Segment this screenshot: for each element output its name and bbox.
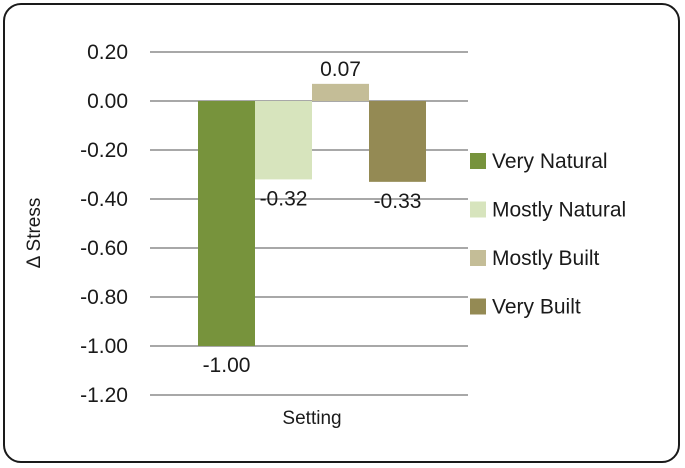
legend-label: Mostly Built bbox=[492, 247, 600, 270]
y-tick-label: -1.20 bbox=[80, 384, 128, 407]
legend-label: Very Natural bbox=[492, 150, 608, 173]
y-tick-label: -0.60 bbox=[80, 237, 128, 260]
legend-swatch bbox=[470, 153, 486, 169]
legend-label: Very Built bbox=[492, 296, 581, 319]
y-tick-label: 0.00 bbox=[87, 90, 128, 113]
y-tick-labels: 0.20 0.00 -0.20 -0.40 -0.60 -0.80 -1.00 -1.20 bbox=[80, 41, 128, 407]
y-tick-label: -0.40 bbox=[80, 188, 128, 211]
bar-mostly-natural bbox=[255, 101, 312, 180]
data-label: -1.00 bbox=[203, 354, 251, 377]
data-labels: -1.00 -0.32 0.07 -0.33 bbox=[203, 58, 422, 377]
y-axis-title: Δ Stress bbox=[24, 198, 45, 269]
y-tick-label: -0.20 bbox=[80, 139, 128, 162]
chart-frame bbox=[3, 3, 680, 463]
legend-label: Mostly Natural bbox=[492, 199, 626, 222]
legend-swatch bbox=[470, 250, 486, 266]
bar-very-built bbox=[369, 101, 426, 182]
legend: Very Natural Mostly Natural Mostly Built Ve… bbox=[470, 150, 626, 319]
bar-very-natural bbox=[198, 101, 255, 346]
bar-mostly-built bbox=[312, 83, 369, 101]
legend-swatch bbox=[470, 298, 486, 315]
data-label: -0.33 bbox=[374, 190, 422, 213]
legend-swatch bbox=[470, 201, 486, 218]
y-tick-label: -1.00 bbox=[80, 335, 128, 358]
x-axis-title: Setting bbox=[282, 408, 341, 429]
y-tick-label: 0.20 bbox=[87, 41, 128, 64]
data-label: -0.32 bbox=[260, 187, 308, 210]
data-label: 0.07 bbox=[320, 58, 361, 81]
bars bbox=[198, 83, 426, 346]
y-tick-label: -0.80 bbox=[80, 286, 128, 309]
